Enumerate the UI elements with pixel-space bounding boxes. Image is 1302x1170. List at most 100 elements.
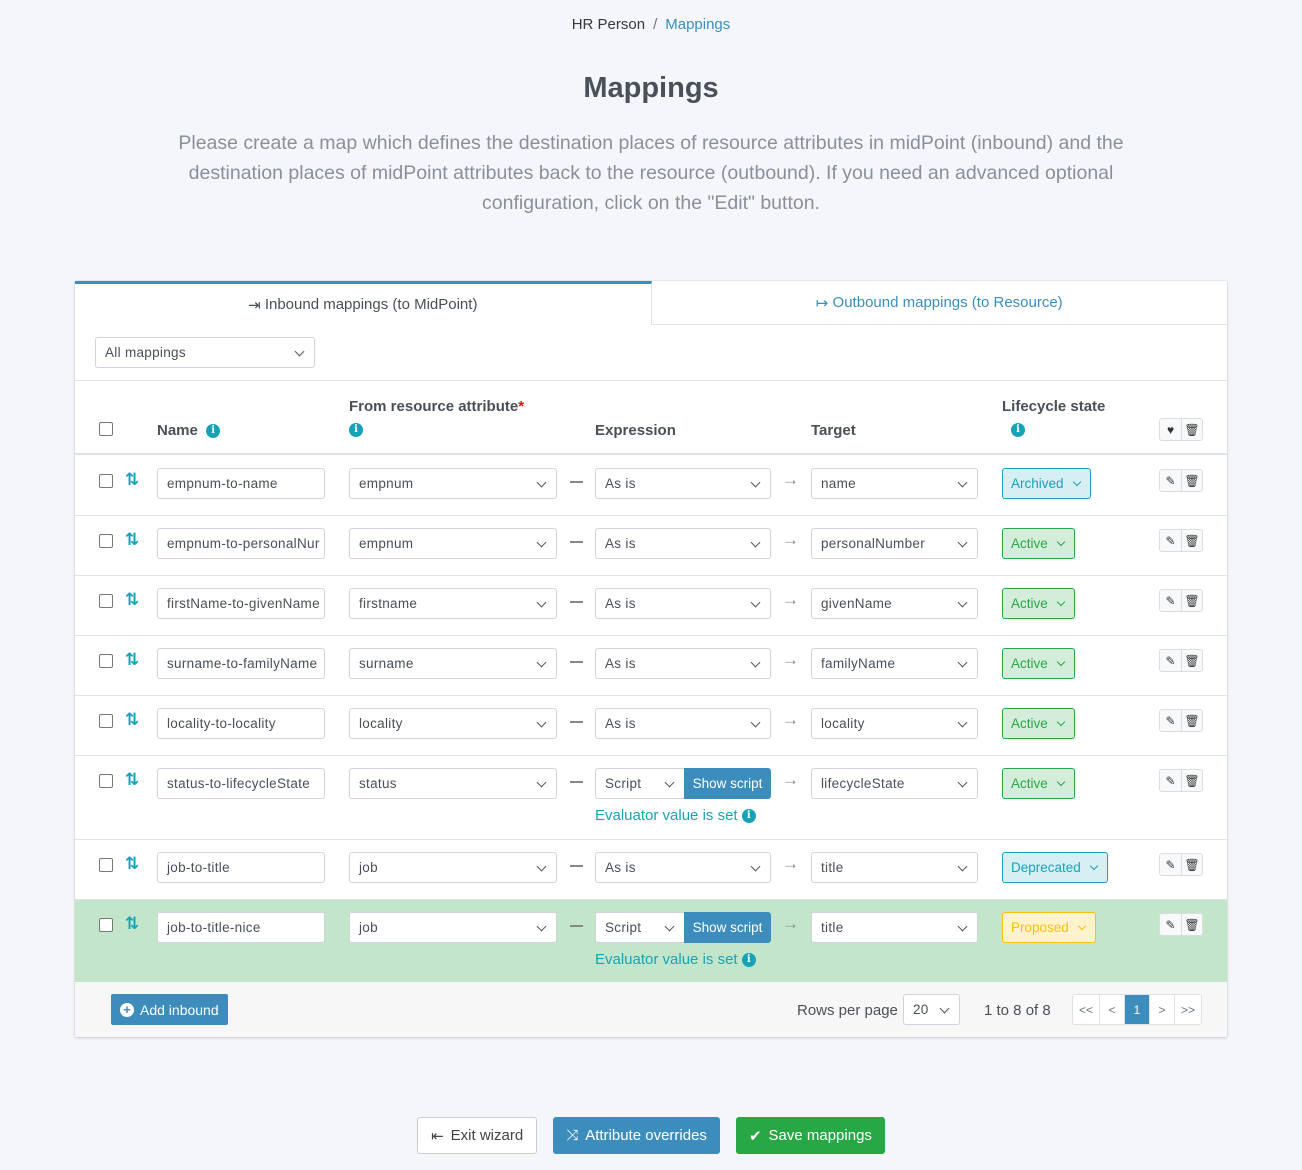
expression-select[interactable]: As is (595, 648, 771, 679)
target-select[interactable]: familyName (811, 648, 978, 679)
next-page-button[interactable]: > (1149, 995, 1174, 1024)
mapping-name-input[interactable]: job-to-title-nice (157, 912, 325, 943)
info-icon[interactable]: i (349, 423, 363, 437)
edit-icon[interactable]: ✎ (1165, 917, 1176, 932)
page-range: 1 to 8 of 8 (984, 1002, 1051, 1019)
sign-out-icon: ⇤ (431, 1127, 444, 1145)
mapping-name-input[interactable]: firstName-to-givenName (157, 588, 325, 619)
mapping-name-input[interactable]: status-to-lifecycleState (157, 768, 325, 799)
expression-select[interactable]: As is (595, 468, 771, 499)
lifecycle-state-select[interactable]: Active (1002, 708, 1075, 739)
from-attribute-select[interactable]: job (349, 912, 557, 943)
info-icon[interactable]: i (741, 953, 756, 968)
lifecycle-state-select[interactable]: Active (1002, 528, 1075, 559)
row-checkbox[interactable] (99, 534, 113, 548)
tab-inbound[interactable]: ⇥ Inbound mappings (to MidPoint) (75, 281, 652, 325)
required-marker: * (518, 398, 525, 415)
from-attribute-select[interactable]: firstname (349, 588, 557, 619)
target-select[interactable]: title (811, 912, 978, 943)
last-page-button[interactable]: >> (1174, 995, 1201, 1024)
rows-per-page-label: Rows per page (797, 1002, 898, 1019)
add-inbound-button[interactable]: + Add inbound (111, 994, 228, 1025)
heartbeat-icon[interactable]: ♥ (1166, 422, 1175, 437)
edit-icon[interactable]: ✎ (1165, 653, 1176, 668)
mapping-name-input[interactable]: empnum-to-name (157, 468, 325, 499)
trash-icon[interactable]: 🗑 (1181, 419, 1202, 440)
first-page-button[interactable]: << (1079, 1002, 1094, 1017)
target-select[interactable]: lifecycleState (811, 768, 978, 799)
row-checkbox[interactable] (99, 654, 113, 668)
sync-icon: ⇅ (125, 710, 140, 729)
mapping-name-input[interactable]: surname-to-familyName (157, 648, 325, 679)
from-attribute-select[interactable]: empnum (349, 528, 557, 559)
save-mappings-button[interactable]: ✔ Save mappings (735, 1117, 885, 1154)
sync-icon: ⇅ (125, 470, 140, 489)
breadcrumb-current[interactable]: Mappings (665, 16, 731, 33)
show-script-button[interactable]: Show script (684, 912, 771, 943)
info-icon[interactable]: i (741, 809, 756, 824)
trash-icon[interactable]: 🗑 (1181, 854, 1202, 875)
attribute-overrides-button[interactable]: ⤨ Attribute overrides (553, 1117, 720, 1154)
expression-select[interactable]: As is (595, 852, 771, 883)
exit-wizard-button[interactable]: ⇤ Exit wizard (417, 1117, 538, 1154)
lifecycle-state-select[interactable]: Active (1002, 648, 1075, 679)
edit-icon[interactable]: ✎ (1165, 593, 1176, 608)
row-checkbox[interactable] (99, 714, 113, 728)
lifecycle-state-select[interactable]: Proposed (1002, 912, 1096, 943)
dash-icon (570, 481, 583, 483)
mapping-filter-select[interactable]: All mappings (95, 337, 315, 368)
select-all-checkbox[interactable] (99, 422, 113, 436)
trash-icon[interactable]: 🗑 (1181, 650, 1202, 671)
edit-icon[interactable]: ✎ (1165, 713, 1176, 728)
trash-icon[interactable]: 🗑 (1181, 770, 1202, 791)
arrow-right-icon: → (782, 854, 799, 873)
tab-outbound[interactable]: ↦ Outbound mappings (to Resource) (652, 281, 1228, 324)
mapping-name-input[interactable]: empnum-to-personalNur (157, 528, 325, 559)
target-select[interactable]: personalNumber (811, 528, 978, 559)
from-attribute-select[interactable]: empnum (349, 468, 557, 499)
from-attribute-select[interactable]: job (349, 852, 557, 883)
target-select[interactable]: name (811, 468, 978, 499)
trash-icon[interactable]: 🗑 (1181, 710, 1202, 731)
mapping-name-input[interactable]: locality-to-locality (157, 708, 325, 739)
edit-icon[interactable]: ✎ (1165, 473, 1176, 488)
breadcrumb-parent[interactable]: HR Person (571, 16, 646, 33)
target-select[interactable]: title (811, 852, 978, 883)
expression-select[interactable]: Script (595, 912, 685, 943)
rows-per-page-select[interactable]: 20 (903, 994, 960, 1025)
trash-icon[interactable]: 🗑 (1181, 590, 1202, 611)
arrow-right-icon: → (782, 590, 799, 609)
row-checkbox[interactable] (99, 594, 113, 608)
dash-icon (570, 601, 583, 603)
edit-icon[interactable]: ✎ (1165, 857, 1176, 872)
edit-icon[interactable]: ✎ (1165, 773, 1176, 788)
from-attribute-select[interactable]: status (349, 768, 557, 799)
lifecycle-state-select[interactable]: Deprecated (1002, 852, 1108, 883)
row-checkbox[interactable] (99, 474, 113, 488)
info-icon[interactable]: i (1011, 423, 1025, 437)
trash-icon[interactable]: 🗑 (1181, 470, 1202, 491)
expression-select[interactable]: As is (595, 588, 771, 619)
from-attribute-select[interactable]: locality (349, 708, 557, 739)
trash-icon[interactable]: 🗑 (1181, 530, 1202, 551)
expression-select[interactable]: Script (595, 768, 685, 799)
prev-page-button[interactable]: < (1099, 995, 1124, 1024)
column-from: From resource attribute (349, 398, 519, 415)
trash-icon[interactable]: 🗑 (1181, 914, 1202, 935)
lifecycle-state-select[interactable]: Archived (1002, 468, 1091, 499)
edit-icon[interactable]: ✎ (1165, 533, 1176, 548)
expression-select[interactable]: As is (595, 708, 771, 739)
row-checkbox[interactable] (99, 858, 113, 872)
from-attribute-select[interactable]: surname (349, 648, 557, 679)
row-checkbox[interactable] (99, 918, 113, 932)
target-select[interactable]: locality (811, 708, 978, 739)
info-icon[interactable]: i (206, 424, 221, 439)
page-1-button[interactable]: 1 (1124, 995, 1150, 1024)
row-checkbox[interactable] (99, 774, 113, 788)
lifecycle-state-select[interactable]: Active (1002, 588, 1075, 619)
show-script-button[interactable]: Show script (684, 768, 771, 799)
expression-select[interactable]: As is (595, 528, 771, 559)
lifecycle-state-select[interactable]: Active (1002, 768, 1075, 799)
mapping-name-input[interactable]: job-to-title (157, 852, 325, 883)
target-select[interactable]: givenName (811, 588, 978, 619)
